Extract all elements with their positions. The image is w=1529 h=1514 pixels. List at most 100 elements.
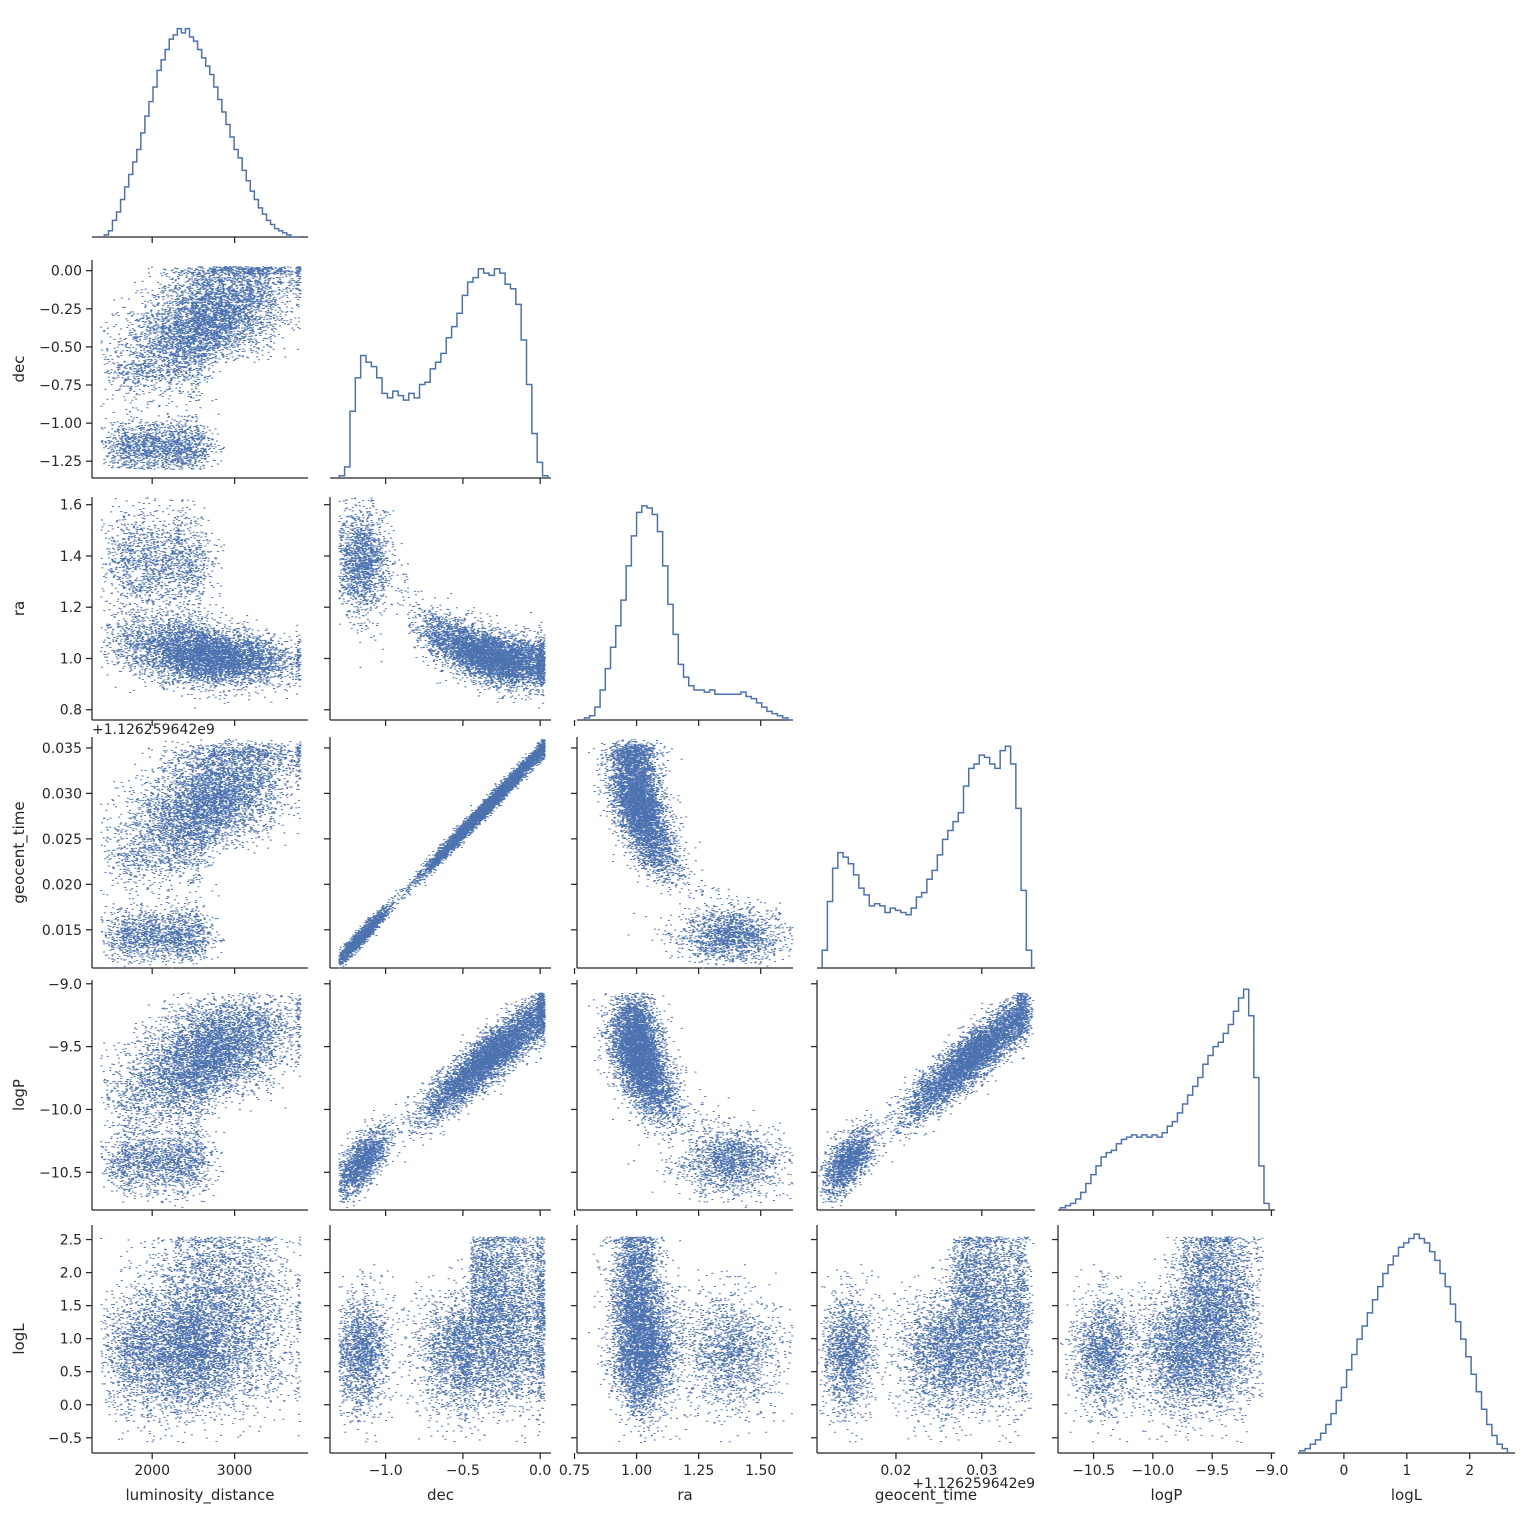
scatter-points-logP-vs-geocent_time: [816, 992, 1035, 1208]
panel-ra-vs-luminosity_distance: 0.8 1.0 1.2 1.4 1.6: [60, 497, 308, 726]
x-tick-label: 0.02: [880, 1463, 911, 1479]
scatter-points-logL-vs-ra: [588, 1236, 794, 1444]
x-tick-label: 1.00: [621, 1463, 652, 1479]
y-axis-label-geocent_time: geocent_time: [10, 801, 29, 903]
scatter-point-cloud: [100, 266, 302, 470]
scatter-points-logL-vs-luminosity_distance: [100, 1236, 302, 1444]
scatter-point-cloud: [338, 1236, 546, 1444]
histogram-logP: [1059, 988, 1270, 1210]
x-axis-label-logL: logL: [1391, 1486, 1423, 1504]
scatter-point-cloud: [816, 992, 1035, 1208]
panel-luminosity_distance-vs-luminosity_distance: [92, 27, 308, 243]
y-tick-label: 0.5: [60, 1365, 82, 1381]
x-tick-label: 2: [1465, 1463, 1474, 1479]
scatter-points-logP-vs-ra: [588, 992, 794, 1208]
x-tick-label: 2000: [134, 1463, 170, 1479]
y-tick-label: 0.015: [42, 923, 82, 939]
scatter-point-cloud: [588, 1236, 794, 1444]
y-tick-label: 2.5: [60, 1233, 82, 1249]
scatter-point-cloud: [816, 1236, 1035, 1444]
scatter-points-logL-vs-dec: [338, 1236, 546, 1444]
histogram-logL: [1299, 1233, 1509, 1453]
x-tick-label: −9.5: [1195, 1463, 1229, 1479]
panel-logL-vs-ra: 0.75 1.00 1.25 1.50: [559, 1225, 794, 1479]
x-tick-label: −0.5: [446, 1463, 480, 1479]
scatter-point-cloud: [100, 992, 302, 1208]
y-axis-label-dec: dec: [10, 356, 28, 383]
x-axis-label-ra: ra: [677, 1486, 692, 1504]
y-tick-label: 0.0: [60, 1398, 82, 1414]
x-tick-label: −9.0: [1254, 1463, 1288, 1479]
scatter-points-ra-vs-luminosity_distance: [100, 497, 302, 709]
y-tick-label: 1.5: [60, 1299, 82, 1315]
scatter-points-logL-vs-geocent_time: [816, 1236, 1035, 1444]
y-tick-label: 0.00: [51, 264, 82, 280]
y-tick-label: 1.2: [60, 600, 82, 616]
y-tick-label: 0.035: [42, 741, 82, 757]
x-tick-label: 0.75: [559, 1463, 590, 1479]
panel-geocent_time-vs-dec: [324, 737, 551, 974]
y-tick-label: 1.0: [60, 1332, 82, 1348]
x-tick-label: 1.25: [683, 1463, 714, 1479]
x-axis-label-logP: logP: [1151, 1486, 1183, 1504]
scatter-point-cloud: [100, 1236, 302, 1444]
y-tick-label: −0.5: [48, 1431, 82, 1447]
y-tick-label: −0.75: [39, 378, 82, 394]
panel-logL-vs-logL: 0 1 2: [1298, 1233, 1515, 1479]
histogram-ra: [583, 505, 793, 721]
scatter-points-ra-vs-dec: [338, 497, 546, 709]
histogram-dec: [338, 267, 549, 478]
y-tick-label: 1.4: [60, 549, 82, 565]
scatter-points-dec-vs-luminosity_distance: [100, 266, 302, 470]
x-offset-text-geocent_time: +1.126259642e9: [912, 1476, 1035, 1492]
scatter-points-geocent_time-vs-luminosity_distance: [100, 738, 302, 969]
x-tick-label: −1.0: [369, 1463, 403, 1479]
panel-dec-vs-luminosity_distance: −1.25 −1.00 −0.75 −0.50 −0.25 0.00: [39, 260, 308, 484]
y-offset-text-geocent_time: +1.126259642e9: [92, 722, 215, 738]
panel-geocent_time-vs-luminosity_distance: 0.015 0.020 0.025 0.030 0.035: [42, 737, 308, 974]
panel-logL-vs-luminosity_distance: 2000 3000 −0.5 0.0 0.5 1.0 1.5 2.0 2.5: [48, 1225, 308, 1479]
panel-dec-vs-dec: [330, 267, 551, 484]
x-tick-label: 1: [1402, 1463, 1411, 1479]
panel-logL-vs-dec: −1.0 −0.5 0.0: [324, 1225, 551, 1479]
scatter-point-cloud: [338, 497, 546, 709]
histogram-luminosity_distance: [103, 27, 299, 238]
panel-logP-vs-ra: [571, 980, 794, 1216]
scatter-points-geocent_time-vs-dec: [338, 738, 546, 969]
panel-logL-vs-geocent_time: 0.02 0.03: [811, 1225, 1035, 1479]
scatter-point-cloud: [1059, 1236, 1265, 1444]
y-tick-label: 0.020: [42, 877, 82, 893]
panel-ra-vs-dec: [324, 497, 551, 726]
x-tick-label: 0: [1339, 1463, 1348, 1479]
scatter-point-cloud: [338, 992, 546, 1208]
x-tick-label: −10.0: [1131, 1463, 1174, 1479]
y-tick-label: 1.6: [60, 498, 82, 514]
panel-logL-vs-logP: −10.5 −10.0 −9.5 −9.0: [1052, 1225, 1288, 1479]
y-tick-label: 0.030: [42, 786, 82, 802]
y-tick-label: −9.0: [48, 977, 82, 993]
y-tick-label: −10.5: [39, 1165, 82, 1181]
x-axis-label-geocent_time: geocent_time: [875, 1486, 977, 1505]
x-axis-label-luminosity_distance: luminosity_distance: [126, 1486, 275, 1505]
scatter-point-cloud: [338, 738, 546, 969]
y-axis-label-logL: logL: [10, 1323, 28, 1355]
panel-geocent_time-vs-geocent_time: [817, 745, 1035, 974]
panel-logP-vs-logP: [1058, 988, 1275, 1216]
scatter-points-logP-vs-dec: [338, 992, 546, 1208]
y-tick-label: −0.50: [39, 340, 82, 356]
panel-logP-vs-dec: [324, 980, 551, 1216]
x-tick-label: 0.03: [966, 1463, 997, 1479]
y-tick-label: 2.0: [60, 1266, 82, 1282]
y-axis-label-ra: ra: [10, 601, 28, 616]
x-tick-label: 0.0: [529, 1463, 551, 1479]
y-tick-label: −1.25: [39, 454, 82, 470]
scatter-point-cloud: [100, 497, 302, 709]
x-tick-label: 1.50: [745, 1463, 776, 1479]
y-tick-label: 0.8: [60, 703, 82, 719]
y-axis-label-logP: logP: [10, 1079, 28, 1111]
panel-geocent_time-vs-ra: [571, 737, 794, 974]
panel-logP-vs-luminosity_distance: −10.5 −10.0 −9.5 −9.0: [39, 977, 308, 1216]
y-tick-label: −0.25: [39, 302, 82, 318]
x-tick-label: 3000: [217, 1463, 253, 1479]
